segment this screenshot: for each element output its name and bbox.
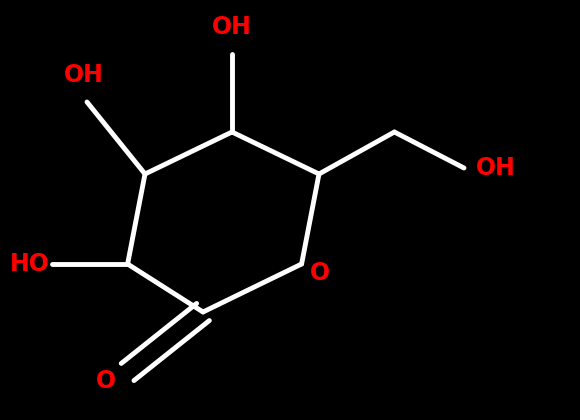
Text: OH: OH	[476, 156, 516, 180]
Text: OH: OH	[212, 15, 252, 39]
Text: OH: OH	[64, 63, 104, 87]
Text: HO: HO	[9, 252, 49, 276]
Text: O: O	[96, 369, 116, 393]
Text: O: O	[310, 261, 331, 285]
